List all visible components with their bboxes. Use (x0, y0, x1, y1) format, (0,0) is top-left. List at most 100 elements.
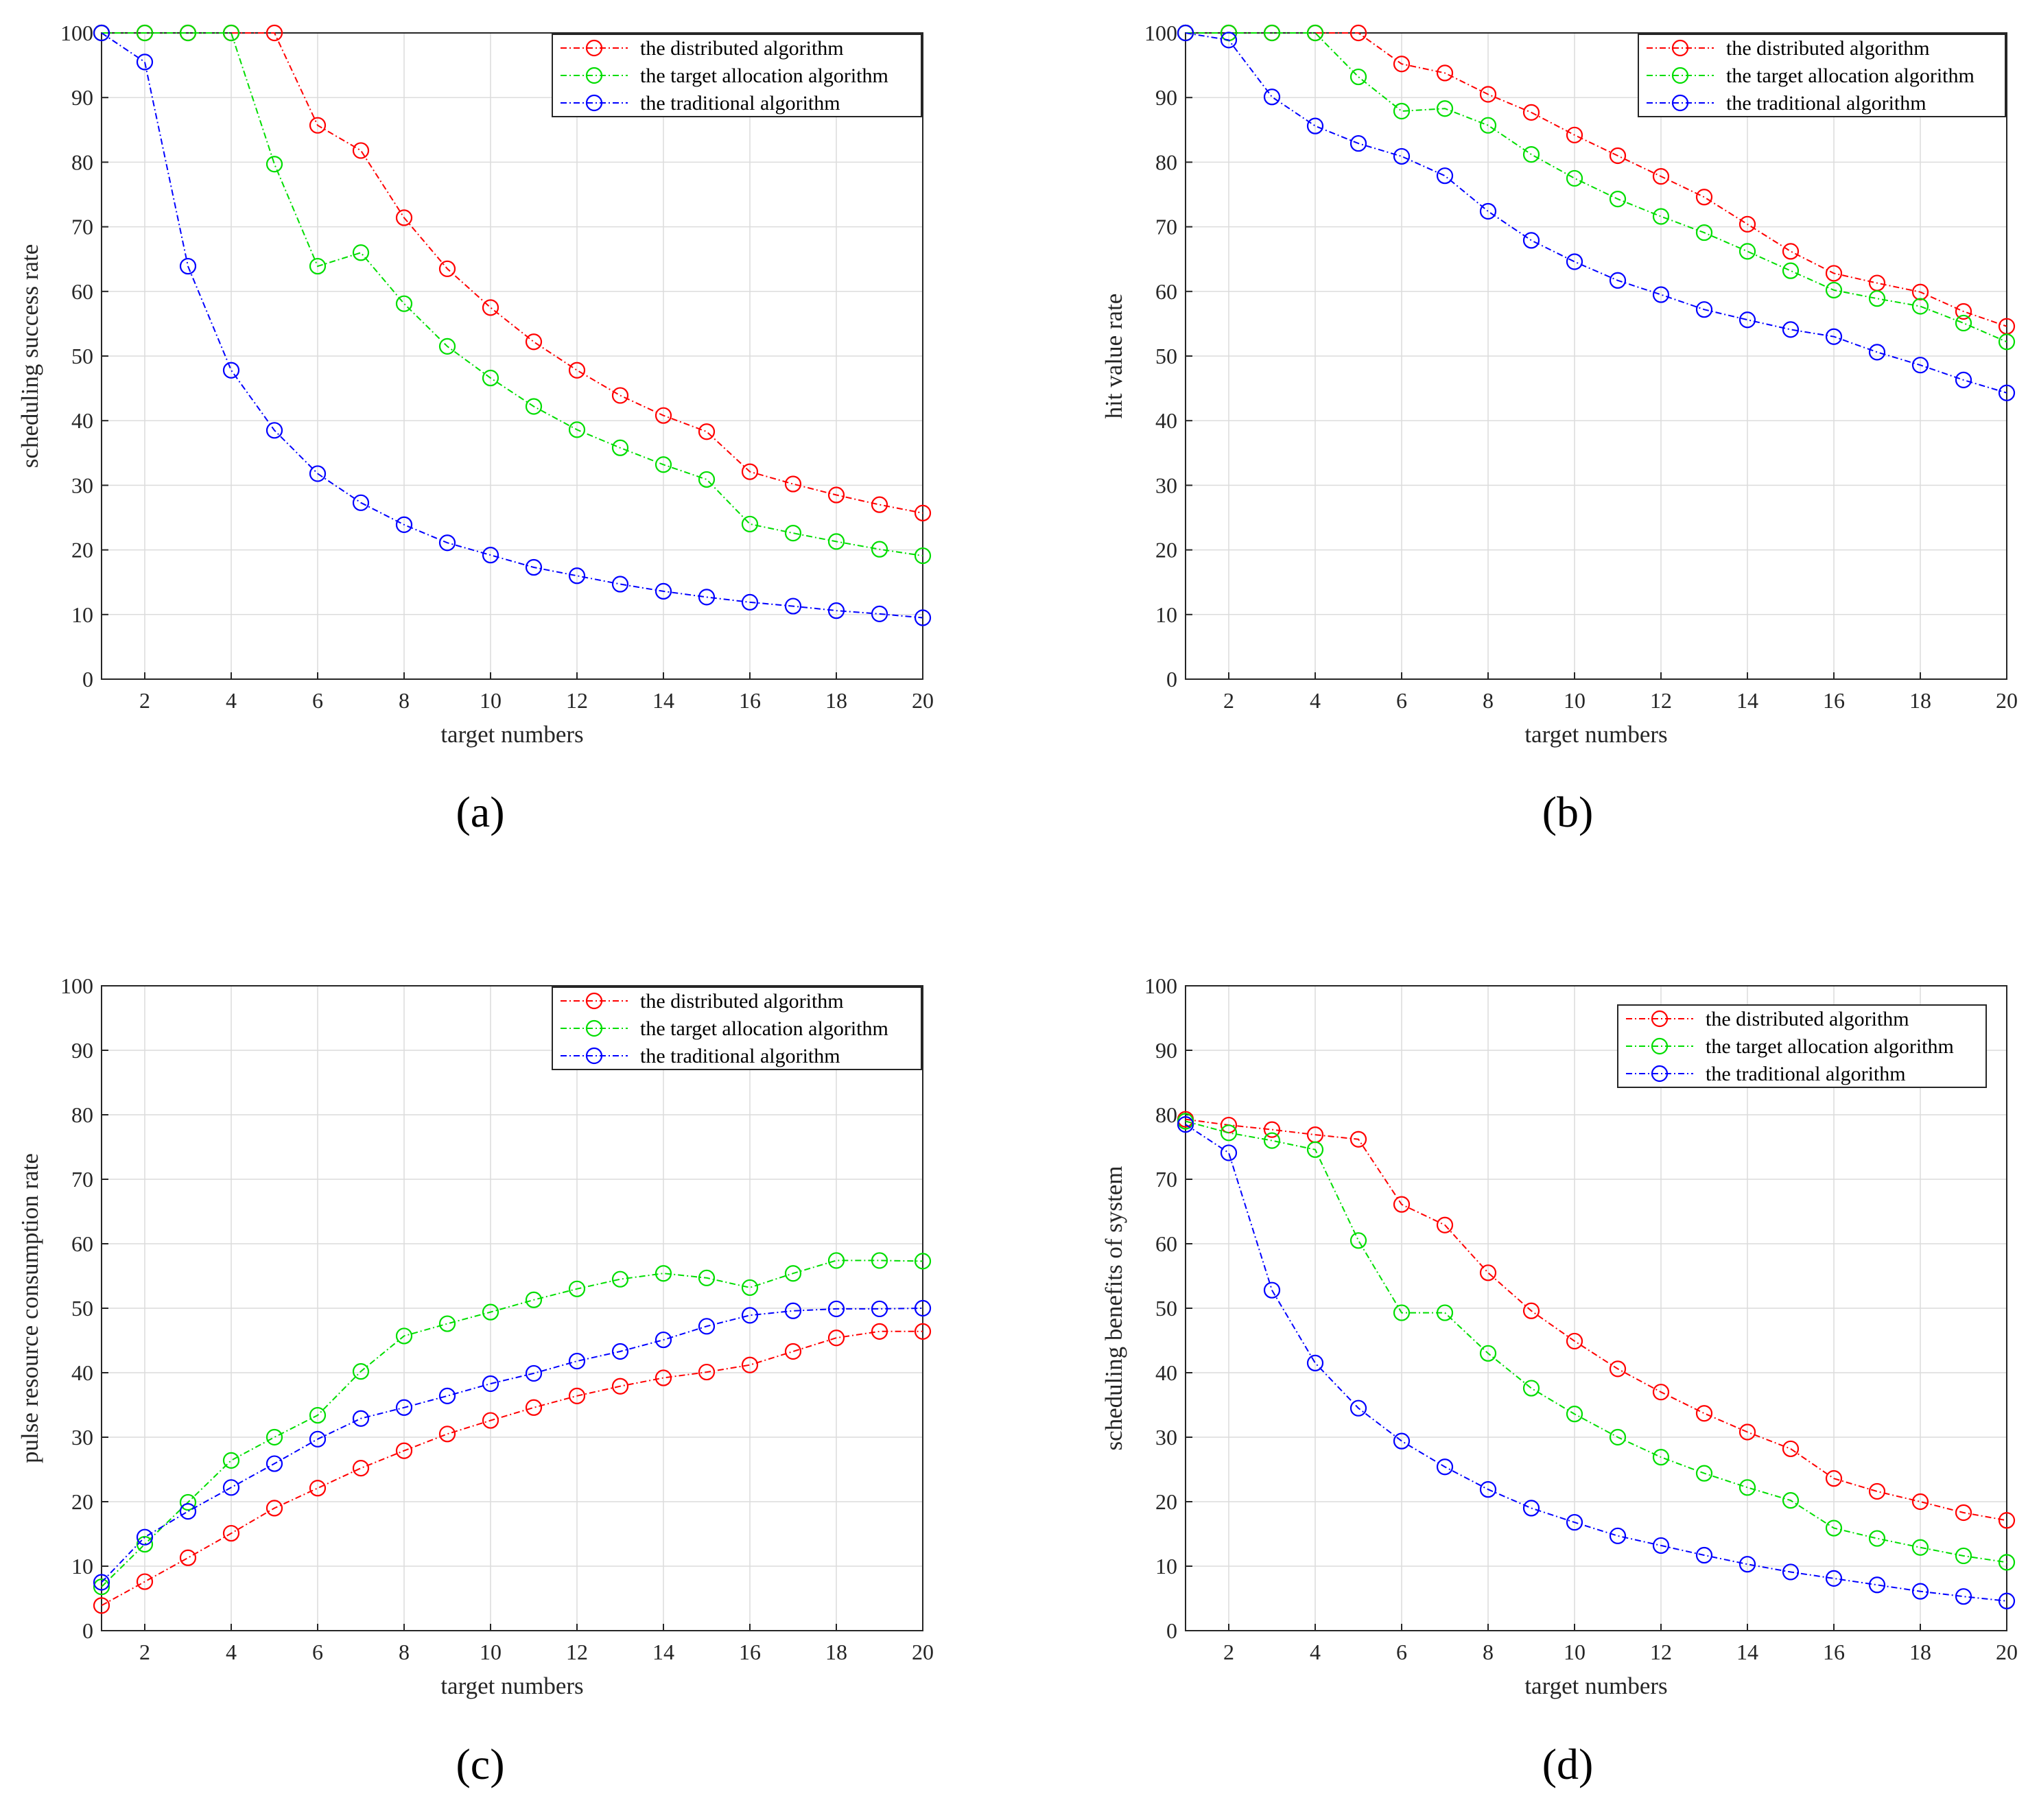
data-point (438, 338, 456, 355)
data-point (611, 439, 629, 456)
data-point (1695, 189, 1713, 206)
data-point (352, 1363, 370, 1380)
x-axis-label: target numbers (440, 1673, 583, 1699)
y-tick-label: 50 (71, 344, 93, 368)
legend-marker (1651, 1010, 1669, 1028)
data-point (1998, 1592, 2016, 1609)
data-point (871, 1300, 888, 1318)
data-point (1739, 1556, 1756, 1573)
x-tick-label: 20 (912, 1640, 934, 1664)
data-point (1609, 1360, 1627, 1378)
x-tick-label: 12 (1650, 1640, 1672, 1664)
data-point (827, 1300, 845, 1318)
data-point (1739, 215, 1756, 233)
y-tick-label: 70 (71, 1167, 93, 1192)
data-point (1998, 1512, 2016, 1529)
x-tick-label: 10 (480, 1640, 502, 1664)
data-point (784, 525, 802, 542)
x-tick-label: 20 (1996, 1640, 2018, 1664)
data-point (1695, 1465, 1713, 1482)
y-tick-label: 90 (71, 85, 93, 110)
series-traditional (93, 1299, 932, 1591)
data-point (179, 1549, 197, 1566)
data-point (1479, 1481, 1497, 1498)
y-tick-label: 100 (1144, 973, 1177, 998)
data-point (1349, 1399, 1367, 1417)
data-point (611, 387, 629, 404)
data-point (395, 516, 413, 533)
legend-entry: the traditional algorithm (1706, 1063, 1906, 1085)
data-point (871, 1323, 888, 1340)
data-point (1955, 1547, 1972, 1565)
data-point (222, 1524, 240, 1542)
series-distributed (93, 1323, 932, 1614)
x-tick-label: 10 (1564, 688, 1586, 713)
legend-marker (585, 67, 603, 84)
data-point (1609, 147, 1627, 165)
legend-entry: the target allocation algorithm (640, 1017, 888, 1040)
data-point (179, 24, 197, 42)
legend-entry: the traditional algorithm (640, 92, 840, 115)
panel-label: (c) (456, 1740, 504, 1788)
data-point (741, 463, 759, 480)
data-point (352, 494, 370, 511)
y-tick-label: 20 (71, 1489, 93, 1514)
legend-entry: the distributed algorithm (1706, 1008, 1909, 1030)
data-point (1782, 243, 1800, 260)
data-point (568, 1387, 586, 1404)
data-point (1177, 24, 1194, 42)
data-point (222, 1479, 240, 1496)
data-point (222, 1452, 240, 1469)
data-point (655, 582, 672, 600)
x-tick-label: 14 (652, 1640, 674, 1664)
data-point (741, 515, 759, 533)
x-tick-label: 12 (1650, 688, 1672, 713)
data-point (93, 24, 110, 42)
data-point (914, 609, 932, 626)
data-point (266, 1428, 283, 1446)
y-tick-label: 40 (1155, 1360, 1177, 1385)
data-point (395, 295, 413, 312)
data-point (1695, 301, 1713, 318)
y-tick-label: 30 (1155, 1425, 1177, 1450)
data-point (1393, 1304, 1411, 1321)
data-point (525, 1364, 543, 1382)
data-point (309, 1406, 327, 1424)
data-point (1522, 1500, 1540, 1517)
data-point (438, 1387, 456, 1404)
data-point (611, 1343, 629, 1360)
data-point (1522, 145, 1540, 163)
data-point (655, 1369, 672, 1386)
legend: the distributed algorithm the target allo… (552, 34, 922, 117)
data-point (1911, 357, 1929, 374)
x-tick-label: 20 (1996, 688, 2018, 713)
data-point (655, 1331, 672, 1349)
chart-panel-a: 2 4 6 8 10 12 14 16 18 20 0 10 20 30 40 50 60 70 80 90 100 ta… (16, 21, 934, 836)
legend-marker (585, 1019, 603, 1037)
data-point (1825, 328, 1843, 345)
y-tick-label: 10 (71, 602, 93, 627)
data-point (741, 1307, 759, 1324)
x-tick-label: 2 (139, 688, 150, 713)
data-point (1868, 1482, 1886, 1500)
y-tick-label: 30 (71, 473, 93, 497)
chart-panel-c: 2 4 6 8 10 12 14 16 18 20 0 10 20 30 40 50 60 70 80 90 100 ta… (16, 973, 934, 1788)
y-tick-label: 60 (1155, 1231, 1177, 1256)
data-point (611, 1271, 629, 1288)
y-tick-label: 80 (1155, 150, 1177, 174)
series-distributed (1177, 1111, 2016, 1529)
x-tick-label: 2 (139, 1640, 150, 1664)
x-tick-label: 12 (566, 1640, 588, 1664)
data-point (1349, 1232, 1367, 1249)
data-point (1998, 384, 2016, 401)
data-point (1695, 224, 1713, 241)
data-point (482, 1375, 499, 1393)
data-point (438, 1315, 456, 1332)
chart-panel-b: 2 4 6 8 10 12 14 16 18 20 0 10 20 30 40 50 60 70 80 90 100 ta… (1100, 21, 2018, 836)
y-tick-label: 50 (71, 1296, 93, 1321)
data-point (827, 533, 845, 550)
data-point (352, 1410, 370, 1427)
data-point (1825, 1470, 1843, 1487)
data-point (482, 369, 499, 387)
data-point (1263, 1281, 1281, 1299)
